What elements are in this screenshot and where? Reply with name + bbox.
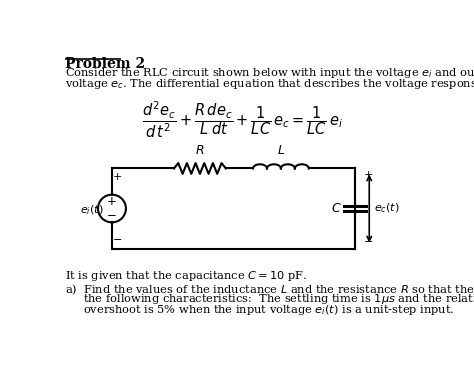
Text: −: −: [364, 238, 373, 247]
Text: $R$: $R$: [195, 144, 205, 157]
Text: a)  Find the values of the inductance $L$ and the resistance $R$ so that the sys: a) Find the values of the inductance $L$…: [65, 282, 474, 297]
Text: +: +: [113, 172, 122, 182]
Text: +: +: [107, 195, 117, 208]
Text: It is given that the capacitance $C = 10$ pF.: It is given that the capacitance $C = 10…: [65, 269, 308, 283]
Text: overshoot is 5% when the input voltage $e_i(t)$ is a unit-step input.: overshoot is 5% when the input voltage $…: [65, 303, 455, 317]
Text: Consider the RLC circuit shown below with input the voltage $e_i$ and output the: Consider the RLC circuit shown below wit…: [65, 66, 474, 80]
Text: Problem 2: Problem 2: [65, 57, 146, 71]
Text: $\dfrac{d^2 e_c}{d\,t^2} + \dfrac{R\,de_c}{L\;dt} + \dfrac{1}{LC}\,e_c = \dfrac{: $\dfrac{d^2 e_c}{d\,t^2} + \dfrac{R\,de_…: [143, 99, 343, 140]
Text: $L$: $L$: [277, 144, 285, 157]
Text: voltage $e_c$. The differential equation that describes the voltage response is:: voltage $e_c$. The differential equation…: [65, 77, 474, 91]
Text: −: −: [107, 209, 117, 222]
Text: $C$: $C$: [331, 202, 342, 215]
Text: +: +: [364, 170, 373, 180]
Text: the following characteristics:  The settling time is $1\mu s$ and the relative: the following characteristics: The settl…: [65, 292, 474, 307]
Text: $e_i(t)$: $e_i(t)$: [80, 203, 103, 217]
Text: −: −: [113, 235, 122, 245]
Text: $e_c(t)$: $e_c(t)$: [374, 202, 400, 215]
